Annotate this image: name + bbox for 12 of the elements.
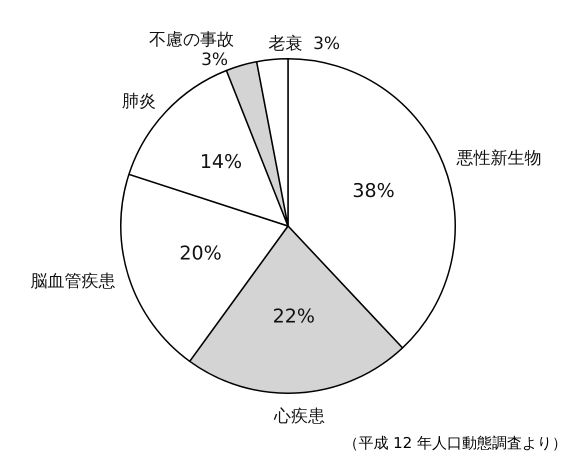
slice-label: 肺炎 [122,91,156,112]
slice-label: 悪性新生物 [456,148,542,169]
text: （平成 12 年人口動態調査より） [342,434,567,453]
data-label: 20% [179,242,222,264]
slice-label: 老衰 3% [268,34,340,54]
data-label: 38% [352,180,395,202]
slice-label: 脳血管疾患 [30,271,116,292]
slice-label: 不慮の事故 [149,30,234,50]
data-label: 14% [200,150,242,173]
slice-label: 心疾患 [272,406,325,426]
data-label: 22% [272,306,315,328]
data-label: 3% [201,50,228,70]
